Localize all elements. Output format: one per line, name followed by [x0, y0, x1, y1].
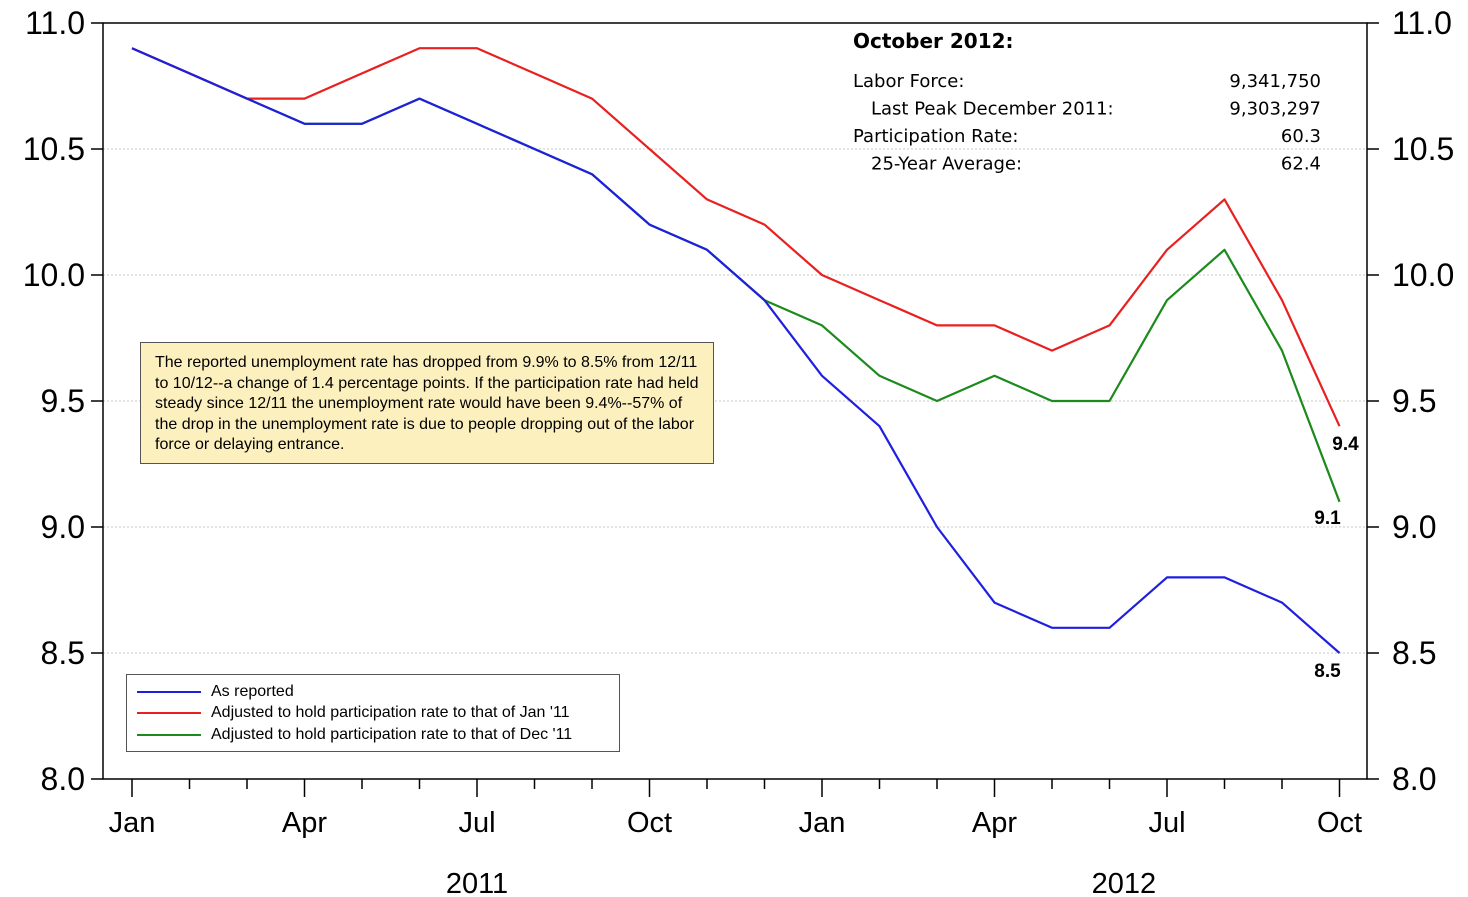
series-line — [131, 47, 1341, 427]
y-tick-label-left: 8.0 — [41, 761, 85, 797]
y-tick-label-right: 9.0 — [1392, 509, 1436, 545]
info-value: 9,303,297 — [1229, 99, 1321, 120]
y-tick-label-left: 9.0 — [41, 509, 85, 545]
y-tick-label-left: 9.5 — [41, 383, 85, 419]
info-title: October 2012: — [853, 29, 1014, 53]
y-tick-label-right: 8.0 — [1392, 761, 1436, 797]
legend-label: As reported — [211, 682, 294, 700]
x-tick-label: Apr — [972, 807, 1017, 839]
y-tick-label-right: 9.5 — [1392, 383, 1436, 419]
y-tick-label-right: 8.5 — [1392, 635, 1436, 671]
legend-item: Adjusted to hold participation rate to t… — [137, 724, 609, 746]
info-box: October 2012: Labor Force: 9,341,750 Last P… — [853, 29, 1321, 175]
y-tick-label-right: 10.5 — [1392, 131, 1454, 167]
x-tick-label: Jan — [799, 807, 846, 839]
year-label: 2012 — [1092, 868, 1157, 897]
info-label: Last Peak December 2011: — [871, 99, 1114, 120]
info-label: Participation Rate: — [853, 126, 1018, 147]
legend: As reported Adjusted to hold participati… — [126, 674, 620, 752]
x-axis: Jan Apr Jul Oct Jan Apr Jul Oct 2011 2012 — [109, 779, 1362, 897]
legend-swatch-as-reported — [137, 690, 201, 693]
legend-item: Adjusted to hold participation rate to t… — [137, 703, 609, 725]
y-tick-label-left: 11.0 — [25, 5, 85, 41]
info-label: 25-Year Average: — [871, 154, 1022, 175]
legend-label: Adjusted to hold participation rate to t… — [211, 725, 573, 743]
info-value: 60.3 — [1281, 126, 1321, 147]
y-tick-label-left: 10.0 — [23, 257, 85, 293]
x-tick-label: Apr — [282, 807, 327, 839]
end-value-label: 9.4 — [1332, 434, 1359, 455]
year-label: 2011 — [446, 868, 508, 897]
series-line — [131, 47, 1341, 654]
x-tick-label: Jan — [109, 807, 156, 839]
series-lines: 8.5 9.4 9.1 — [131, 47, 1359, 682]
info-value: 9,341,750 — [1229, 71, 1321, 92]
info-label: Labor Force: — [853, 71, 964, 92]
info-value: 62.4 — [1281, 154, 1321, 175]
x-tick-label: Jul — [458, 807, 495, 839]
legend-label: Adjusted to hold participation rate to t… — [211, 704, 570, 722]
y-tick-label-right: 11.0 — [1392, 5, 1452, 41]
y-tick-label-right: 10.0 — [1392, 257, 1454, 293]
y-tick-label-left: 10.5 — [23, 131, 85, 167]
end-value-label: 9.1 — [1314, 508, 1341, 529]
x-tick-label: Jul — [1148, 807, 1185, 839]
legend-swatch-jan11 — [137, 712, 201, 715]
annotation-note: The reported unemployment rate has dropp… — [140, 342, 714, 464]
x-tick-label: Oct — [1317, 807, 1362, 839]
y-tick-label-left: 8.5 — [41, 635, 85, 671]
legend-swatch-dec11 — [137, 733, 201, 736]
x-tick-label: Oct — [627, 807, 672, 839]
legend-item: As reported — [137, 681, 609, 703]
end-value-label: 8.5 — [1314, 661, 1341, 682]
y-axis: 8.0 8.0 8.5 8.5 9.0 9.0 9.5 9.5 10.0 10.0 10.5 10.5… — [23, 5, 1455, 797]
